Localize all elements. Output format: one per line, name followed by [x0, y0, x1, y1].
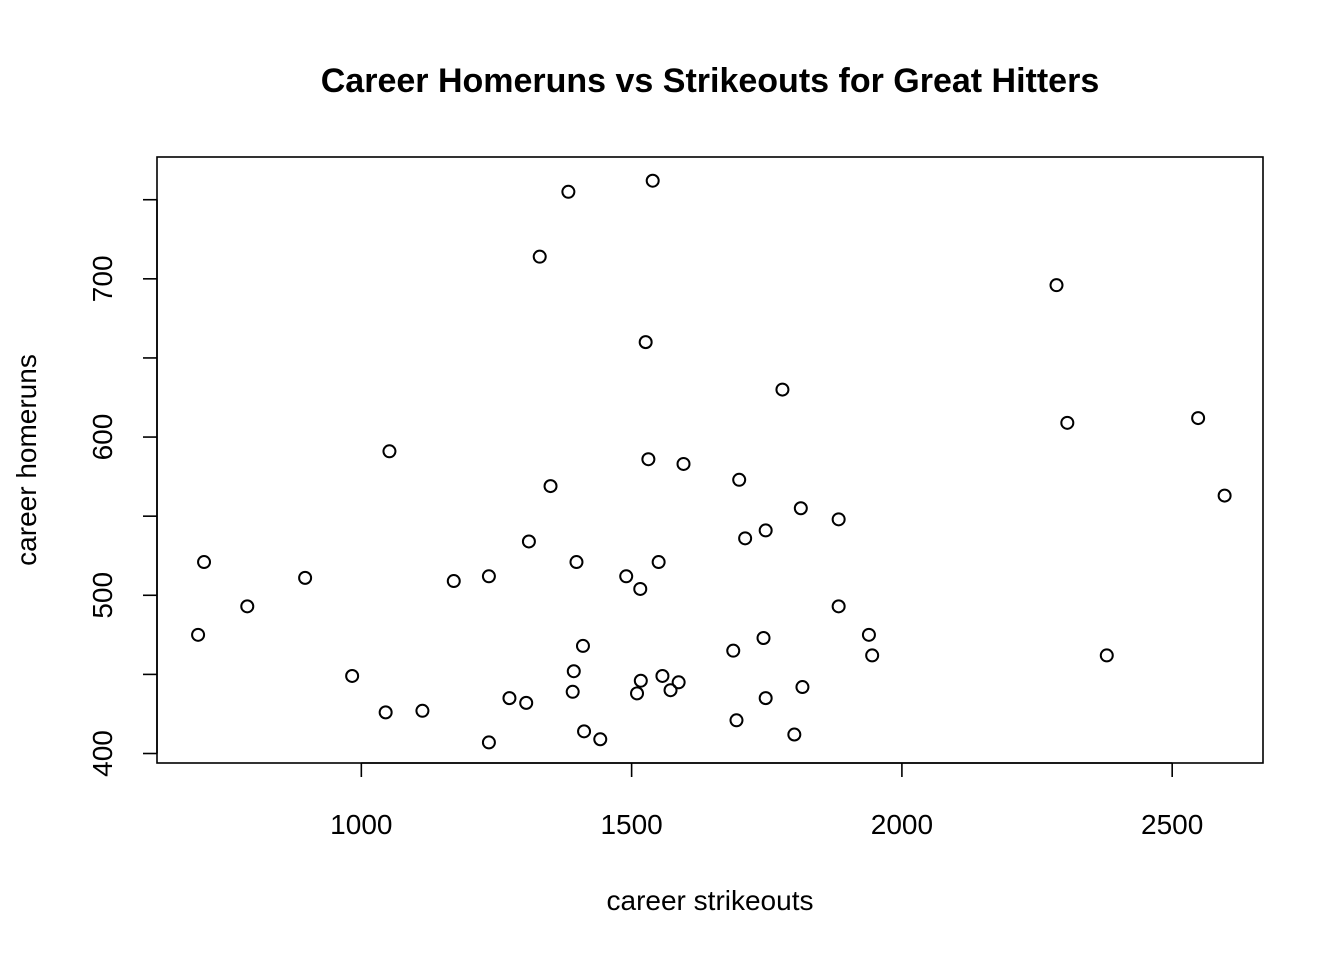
- data-point: [775, 382, 790, 397]
- data-point: [1191, 411, 1206, 426]
- data-point: [630, 686, 645, 701]
- x-tick-label: 1000: [330, 809, 392, 840]
- data-point: [645, 173, 660, 188]
- data-point: [861, 627, 876, 642]
- data-point: [577, 724, 592, 739]
- data-point: [561, 184, 576, 199]
- data-point: [831, 599, 846, 614]
- data-point: [787, 727, 802, 742]
- data-point: [831, 512, 846, 527]
- data-point: [566, 664, 581, 679]
- data-point: [378, 705, 393, 720]
- data-point: [729, 713, 744, 728]
- data-point: [633, 673, 648, 688]
- data-point: [676, 456, 691, 471]
- data-point: [756, 631, 771, 646]
- data-point: [1049, 278, 1064, 293]
- data-point: [732, 472, 747, 487]
- plot-frame: [156, 156, 1264, 764]
- x-tick-label: 2500: [1141, 809, 1203, 840]
- x-axis-label: career strikeouts: [607, 885, 814, 916]
- data-point: [655, 668, 670, 683]
- x-axis: 1000 1500 2000 2500: [330, 762, 1203, 840]
- data-point: [1060, 415, 1075, 430]
- data-point: [532, 249, 547, 264]
- data-point: [865, 648, 880, 663]
- y-tick-label: 500: [87, 572, 118, 619]
- data-point: [519, 695, 534, 710]
- data-point: [651, 555, 666, 570]
- data-point: [641, 452, 656, 467]
- x-tick-label: 2000: [871, 809, 933, 840]
- data-point: [345, 668, 360, 683]
- y-tick-label: 600: [87, 414, 118, 461]
- data-point: [663, 683, 678, 698]
- data-point: [619, 569, 634, 584]
- y-tick-label: 400: [87, 730, 118, 777]
- data-point: [481, 735, 496, 750]
- data-point: [1099, 648, 1114, 663]
- y-tick-label: 700: [87, 255, 118, 302]
- data-point: [671, 675, 686, 690]
- data-point: [446, 574, 461, 589]
- data-point: [1217, 488, 1232, 503]
- data-point: [795, 680, 810, 695]
- data-point: [298, 570, 313, 585]
- data-point: [633, 581, 648, 596]
- data-point: [502, 691, 517, 706]
- data-point: [415, 703, 430, 718]
- x-tick-label: 1500: [600, 809, 662, 840]
- data-points: [191, 173, 1232, 750]
- y-axis-label: career homeruns: [11, 354, 42, 566]
- data-point: [569, 555, 584, 570]
- data-point: [521, 534, 536, 549]
- data-point: [240, 599, 255, 614]
- data-point: [382, 444, 397, 459]
- data-point: [575, 638, 590, 653]
- data-point: [191, 627, 206, 642]
- data-point: [481, 569, 496, 584]
- data-point: [565, 684, 580, 699]
- data-point: [793, 501, 808, 516]
- data-point: [638, 335, 653, 350]
- data-point: [593, 732, 608, 747]
- data-point: [758, 691, 773, 706]
- y-axis: 400 500 600 700: [87, 198, 158, 777]
- chart-title: Career Homeruns vs Strikeouts for Great …: [321, 62, 1099, 100]
- data-point: [543, 479, 558, 494]
- data-point: [758, 523, 773, 538]
- data-point: [726, 643, 741, 658]
- data-point: [197, 555, 212, 570]
- data-point: [738, 531, 753, 546]
